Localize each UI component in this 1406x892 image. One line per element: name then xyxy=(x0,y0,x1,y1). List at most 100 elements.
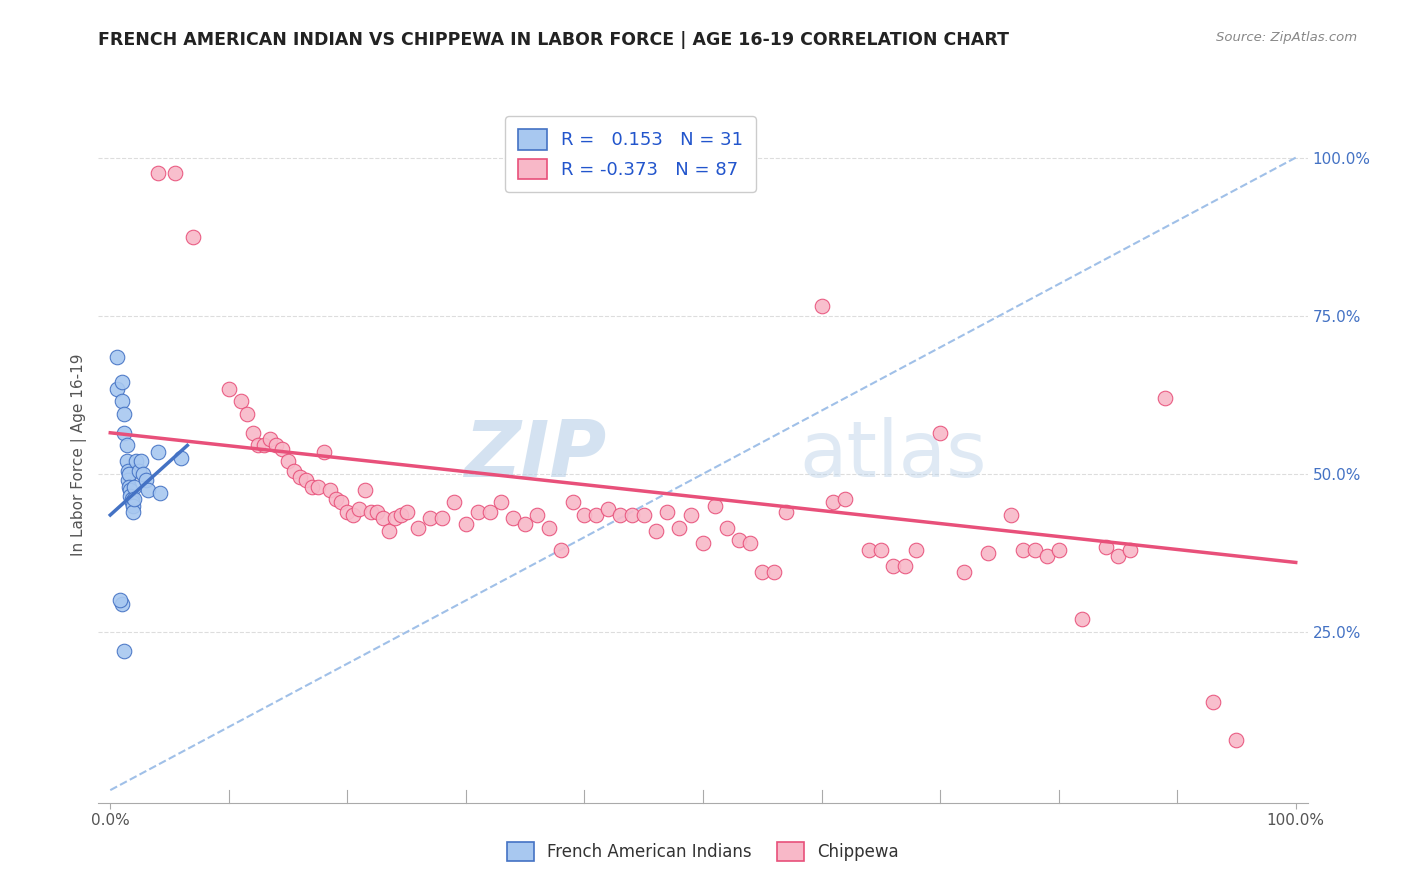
Point xyxy=(882,558,904,573)
Point xyxy=(1202,695,1225,709)
Point xyxy=(1154,391,1177,405)
Point xyxy=(395,505,418,519)
Point xyxy=(253,438,276,452)
Y-axis label: In Labor Force | Age 16-19: In Labor Force | Age 16-19 xyxy=(72,353,87,557)
Point xyxy=(751,565,773,579)
Point xyxy=(823,495,845,509)
Point xyxy=(1000,508,1022,522)
Point xyxy=(118,479,141,493)
Point xyxy=(129,454,152,468)
Point xyxy=(121,499,143,513)
Point xyxy=(550,542,572,557)
Point xyxy=(117,473,139,487)
Point xyxy=(118,467,141,481)
Point xyxy=(114,425,136,440)
Point xyxy=(111,394,134,409)
Point xyxy=(271,442,294,456)
Point xyxy=(609,508,631,522)
Point xyxy=(132,467,155,481)
Point xyxy=(810,299,832,313)
Point xyxy=(561,495,583,509)
Point xyxy=(929,425,952,440)
Point xyxy=(115,454,138,468)
Point xyxy=(120,489,142,503)
Point xyxy=(491,495,513,509)
Point xyxy=(703,499,725,513)
Point xyxy=(858,542,880,557)
Text: atlas: atlas xyxy=(800,417,987,493)
Point xyxy=(117,464,139,478)
Point xyxy=(384,511,406,525)
Point xyxy=(775,505,797,519)
Point xyxy=(125,454,148,468)
Point xyxy=(108,593,131,607)
Point xyxy=(585,508,607,522)
Point xyxy=(146,166,169,180)
Text: Source: ZipAtlas.com: Source: ZipAtlas.com xyxy=(1216,31,1357,45)
Point xyxy=(122,492,145,507)
Point xyxy=(727,533,749,548)
Point xyxy=(467,505,489,519)
Point xyxy=(229,394,252,409)
Point xyxy=(1095,540,1118,554)
Point xyxy=(574,508,596,522)
Point xyxy=(1119,542,1142,557)
Point xyxy=(115,438,138,452)
Point xyxy=(121,492,143,507)
Point xyxy=(1225,732,1247,747)
Point xyxy=(1036,549,1059,563)
Point xyxy=(620,508,643,522)
Text: ZIP: ZIP xyxy=(464,417,606,493)
Point xyxy=(681,508,703,522)
Point xyxy=(598,501,620,516)
Point xyxy=(247,438,270,452)
Point xyxy=(740,536,762,550)
Point xyxy=(515,517,537,532)
Point xyxy=(136,483,159,497)
Point xyxy=(111,375,134,389)
Point xyxy=(135,473,157,487)
Point xyxy=(264,438,287,452)
Point xyxy=(478,505,501,519)
Point xyxy=(869,542,891,557)
Point xyxy=(366,505,388,519)
Point xyxy=(692,536,714,550)
Point xyxy=(122,479,145,493)
Point xyxy=(121,495,143,509)
Point xyxy=(307,479,329,493)
Point xyxy=(312,444,335,458)
Point xyxy=(1024,542,1046,557)
Point xyxy=(114,644,136,658)
Point xyxy=(1047,542,1070,557)
Point xyxy=(389,508,412,522)
Point xyxy=(128,464,150,478)
Point xyxy=(1071,612,1094,626)
Point xyxy=(633,508,655,522)
Point xyxy=(288,470,311,484)
Point xyxy=(330,495,353,509)
Point xyxy=(668,521,690,535)
Point xyxy=(347,501,370,516)
Point xyxy=(408,521,430,535)
Point xyxy=(537,521,560,535)
Point xyxy=(360,505,382,519)
Point xyxy=(905,542,928,557)
Point xyxy=(342,508,364,522)
Point xyxy=(763,565,786,579)
Point xyxy=(419,511,441,525)
Point xyxy=(242,425,264,440)
Point xyxy=(259,432,281,446)
Point xyxy=(120,483,142,497)
Point xyxy=(371,511,394,525)
Legend: French American Indians, Chippewa: French American Indians, Chippewa xyxy=(501,835,905,868)
Point xyxy=(325,492,347,507)
Point xyxy=(121,505,143,519)
Point xyxy=(526,508,548,522)
Point xyxy=(301,479,323,493)
Point xyxy=(283,464,305,478)
Point xyxy=(149,486,172,500)
Point xyxy=(378,524,401,538)
Point xyxy=(235,407,257,421)
Point xyxy=(105,382,128,396)
Point xyxy=(443,495,465,509)
